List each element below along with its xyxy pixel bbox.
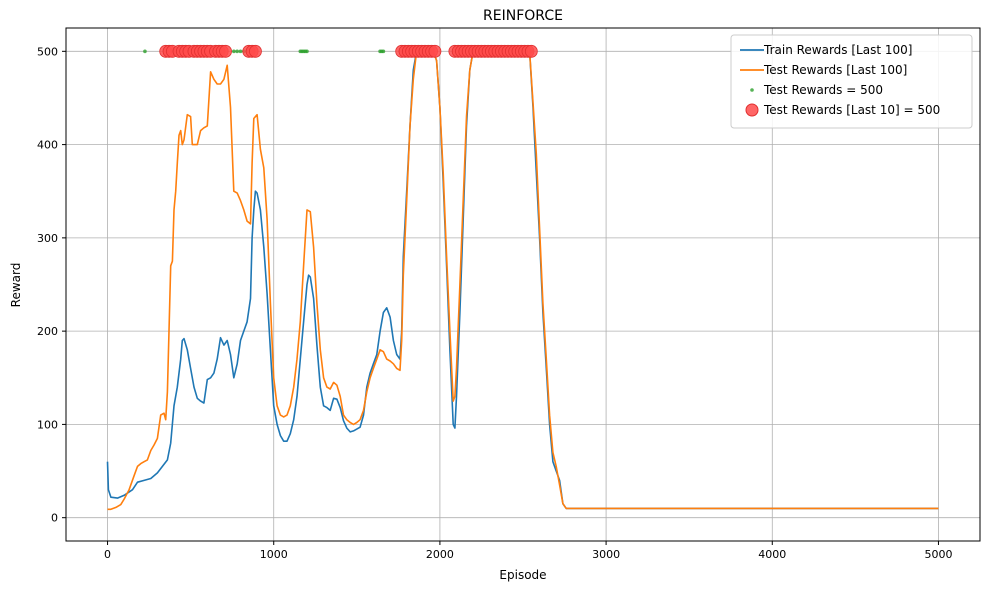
y-tick-label: 400 [37, 139, 58, 152]
x-tick-label: 1000 [260, 548, 288, 561]
series-layer [106, 50, 939, 511]
scatter-layer [143, 44, 538, 58]
scatter-point [235, 49, 239, 54]
x-tick-label: 4000 [758, 548, 786, 561]
y-axis-label: Reward [9, 263, 23, 308]
scatter-point [143, 49, 147, 54]
scatter-point [524, 44, 538, 58]
series-test-rewards-last-10-500 [159, 44, 538, 58]
legend-label-test-rewards-500: Test Rewards = 500 [763, 83, 883, 97]
y-tick-label: 500 [37, 45, 58, 58]
series-line-test-rewards-last-100 [107, 50, 939, 511]
y-tick-label: 200 [37, 325, 58, 338]
y-tick-label: 100 [37, 418, 58, 431]
legend-box [730, 34, 973, 129]
ticks: 0 1000 2000 3000 4000 5000 0 100 200 300 400 500 [37, 45, 952, 561]
legend-label-test-rewards-last-100: Test Rewards [Last 100] [763, 63, 907, 77]
legend-marker-test-rewards-500 [750, 88, 754, 92]
legend-label-test-rewards-last-10-500: Test Rewards [Last 10] = 500 [763, 103, 940, 117]
scatter-point [428, 44, 442, 58]
plot-frame [65, 27, 981, 542]
legend-label-train-rewards-last-100: Train Rewards [Last 100] [763, 43, 912, 57]
scatter-point [305, 49, 309, 54]
x-tick-label: 0 [104, 548, 111, 561]
x-tick-label: 5000 [924, 548, 952, 561]
x-axis-label: Episode [499, 568, 546, 582]
legend: Train Rewards [Last 100] Test Rewards [La… [730, 34, 973, 129]
scatter-point [219, 44, 232, 58]
chart-title: REINFORCE [483, 8, 563, 24]
y-tick-label: 0 [51, 512, 58, 525]
scatter-point [232, 49, 236, 54]
scatter-point [249, 44, 262, 58]
legend-marker-test-rewards-last-10-500 [745, 103, 759, 117]
x-tick-label: 2000 [426, 548, 454, 561]
scatter-point [381, 49, 386, 54]
y-tick-label: 300 [37, 232, 58, 245]
scatter-point [238, 49, 243, 54]
x-tick-label: 3000 [592, 548, 620, 561]
